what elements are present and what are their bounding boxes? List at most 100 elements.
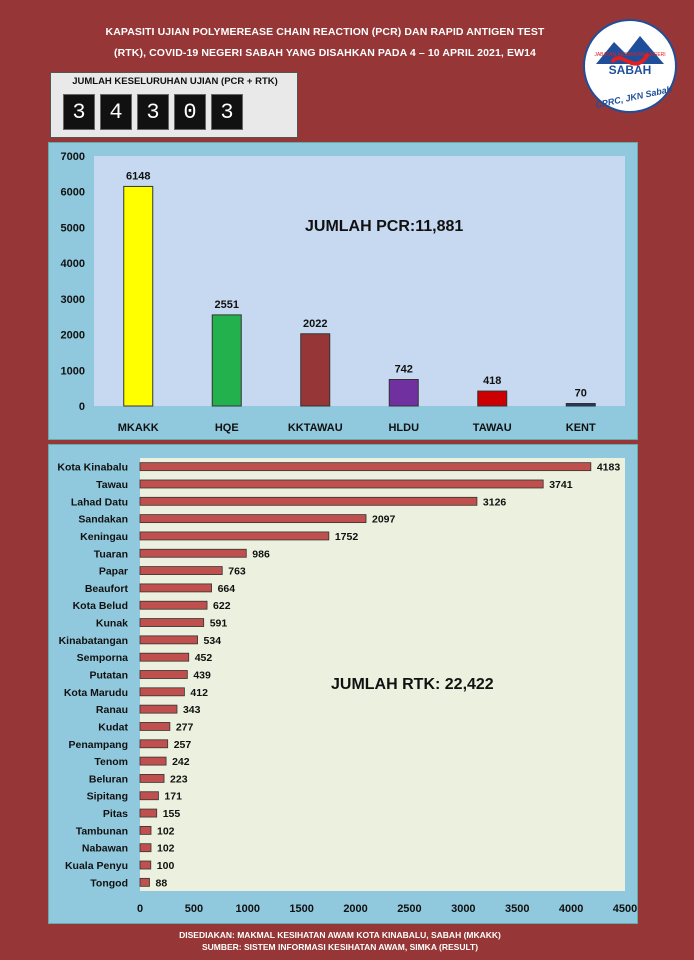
rtk-category-label: Tuaran — [94, 548, 128, 560]
pcr-y-tick-label: 3000 — [61, 294, 85, 306]
pcr-data-label: 2551 — [215, 299, 239, 311]
rtk-category-label: Kuala Penyu — [65, 860, 128, 872]
rtk-category-label: Pitas — [103, 808, 128, 820]
footer-line-2: SUMBER: SISTEM INFORMASI KESIHATAN AWAM,… — [201, 942, 479, 952]
footer-line-1: DISEDIAKAN: MAKMAL KESIHATAN AWAM KOTA K… — [179, 930, 501, 940]
rtk-data-label: 763 — [228, 566, 246, 578]
rtk-data-label: 223 — [170, 773, 188, 785]
rtk-data-label: 2097 — [372, 514, 396, 526]
rtk-bar — [139, 687, 185, 697]
logo-text-top: JABATAN KESIHATAN NEGERI — [594, 52, 665, 58]
rtk-category-label: Nabawan — [82, 843, 128, 855]
rtk-bar — [139, 618, 205, 627]
rtk-bar — [139, 566, 223, 575]
rtk-bar — [139, 704, 178, 714]
pcr-y-tick-label: 7000 — [61, 151, 85, 163]
rtk-category-label: Tenom — [94, 756, 128, 768]
pcr-bar — [300, 333, 331, 407]
counter-label: JUMLAH KESELURUHAN UJIAN (PCR + RTK) — [72, 76, 278, 87]
rtk-category-label: Kota Belud — [73, 600, 128, 612]
pcr-x-tick-label: KENT — [566, 422, 596, 434]
pcr-x-tick-label: MKAKK — [118, 422, 159, 434]
pcr-bar — [565, 403, 596, 407]
rtk-plot-area — [140, 458, 625, 891]
pcr-data-label: 6148 — [126, 170, 150, 182]
rtk-category-label: Putatan — [89, 670, 128, 682]
counter-digit: 3 — [137, 94, 169, 130]
pcr-bar — [211, 314, 242, 407]
pcr-data-label: 742 — [395, 364, 413, 376]
rtk-data-label: 3741 — [549, 479, 573, 491]
rtk-bar-chart: 0 500 1000 1500 2000 2500 3000 3500 4000 4500 4183… — [57, 458, 637, 915]
rtk-x-tick-label: 0 — [137, 903, 143, 915]
rtk-data-label: 534 — [204, 635, 222, 647]
rtk-bar — [139, 635, 198, 645]
title-line-1: KAPASITI UJIAN POLYMEREASE CHAIN REACTIO… — [105, 26, 545, 38]
rtk-x-tick-label: 3000 — [451, 903, 475, 915]
rtk-category-label: Penampang — [68, 739, 128, 751]
rtk-chart-panel: 0 500 1000 1500 2000 2500 3000 3500 4000 4500 4183… — [48, 444, 638, 924]
counter-digit: 0 — [174, 94, 206, 130]
pcr-bar — [477, 390, 508, 407]
pcr-plot-area — [94, 156, 625, 406]
rtk-category-label: Semporna — [77, 652, 129, 664]
rtk-data-label: 4183 — [597, 462, 621, 474]
rtk-data-label: 88 — [155, 877, 167, 889]
rtk-bar — [139, 496, 478, 506]
rtk-category-label: Tongod — [90, 877, 128, 889]
pcr-y-tick-label: 5000 — [61, 222, 85, 234]
rtk-bar — [139, 514, 367, 524]
rtk-data-label: 102 — [157, 843, 175, 855]
pcr-total-annotation: JUMLAH PCR:11,881 — [305, 218, 464, 235]
title-line-2: (RTK), COVID-19 NEGERI SABAH YANG DISAHK… — [114, 47, 536, 59]
pcr-data-label: 2022 — [303, 318, 327, 330]
pcr-x-tick-label: TAWAU — [473, 422, 512, 434]
pcr-x-tick-label: HLDU — [388, 422, 419, 434]
pcr-bar-chart: 0 1000 2000 3000 4000 5000 6000 7000 6148 MKAKK 25… — [61, 151, 625, 434]
rtk-data-label: 591 — [210, 618, 228, 630]
rtk-category-label: Beluran — [89, 773, 128, 785]
pcr-y-tick-label: 6000 — [61, 187, 85, 199]
rtk-x-tick-label: 500 — [185, 903, 203, 915]
rtk-data-label: 622 — [213, 600, 231, 612]
rtk-data-label: 102 — [157, 825, 175, 837]
rtk-data-label: 986 — [252, 548, 270, 560]
rtk-data-label: 242 — [172, 756, 190, 768]
rtk-data-label: 664 — [218, 583, 236, 595]
rtk-category-label: Kunak — [96, 618, 128, 630]
rtk-data-label: 412 — [190, 687, 208, 699]
rtk-bar — [139, 756, 167, 766]
rtk-category-label: Keningau — [80, 531, 128, 543]
rtk-bar — [139, 462, 592, 472]
rtk-bar — [139, 583, 212, 593]
rtk-bar — [139, 548, 247, 558]
rtk-bar — [139, 652, 190, 662]
rtk-bar — [139, 722, 171, 731]
pcr-y-tick-label: 4000 — [61, 258, 85, 270]
rtk-bar — [139, 843, 152, 853]
sabah-health-logo: JABATAN KESIHATAN NEGERI SABAH CPRC, JKN… — [583, 19, 677, 113]
counter-digit: 3 — [63, 94, 95, 130]
rtk-x-tick-label: 2000 — [343, 903, 367, 915]
rtk-category-label: Sandakan — [78, 514, 128, 526]
report-title: KAPASITI UJIAN POLYMEREASE CHAIN REACTIO… — [70, 22, 580, 64]
counter-digits: 3 4 3 0 3 — [63, 94, 243, 130]
rtk-x-tick-label: 2500 — [397, 903, 421, 915]
rtk-data-label: 3126 — [483, 496, 507, 508]
rtk-bar — [139, 479, 544, 489]
pcr-chart-panel: 0 1000 2000 3000 4000 5000 6000 7000 6148 MKAKK 25… — [48, 142, 638, 440]
pcr-bar — [388, 379, 419, 407]
pcr-x-tick-label: HQE — [215, 422, 239, 434]
pcr-y-tick-label: 2000 — [61, 330, 85, 342]
pcr-x-tick-label: KKTAWAU — [288, 422, 343, 434]
rtk-x-tick-label: 1500 — [289, 903, 313, 915]
rtk-bar — [139, 877, 150, 887]
rtk-bar — [139, 600, 208, 610]
rtk-data-label: 277 — [176, 721, 194, 733]
rtk-category-label: Sipitang — [87, 791, 128, 803]
rtk-data-label: 171 — [164, 791, 182, 803]
rtk-bar — [139, 825, 152, 835]
counter-digit: 4 — [100, 94, 132, 130]
rtk-category-label: Beaufort — [85, 583, 129, 595]
pcr-bar — [123, 185, 154, 407]
